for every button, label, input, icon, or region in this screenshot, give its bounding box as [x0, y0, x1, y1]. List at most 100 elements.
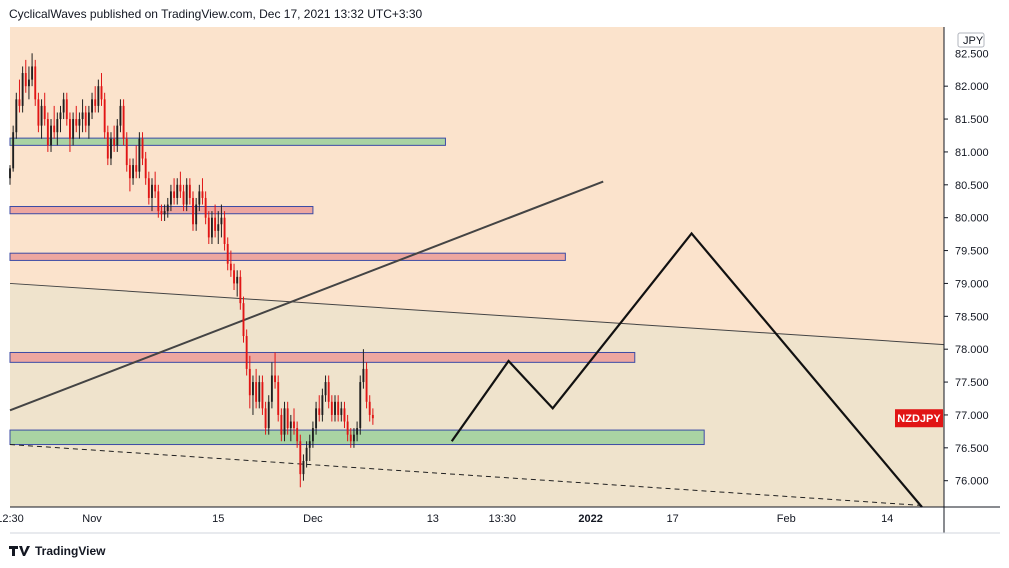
y-tick-label: 81.500: [955, 114, 989, 126]
symbol-badge-label: NZDJPY: [897, 413, 941, 425]
candle: [321, 388, 324, 422]
candle-body: [78, 119, 81, 126]
candle: [289, 414, 292, 442]
candle: [371, 408, 374, 425]
candle-body: [100, 86, 103, 100]
trendline-solid-0: [9, 180, 604, 412]
candle: [53, 105, 56, 139]
candle-body: [223, 217, 226, 244]
candle: [87, 105, 90, 139]
candle: [201, 178, 204, 205]
candle: [173, 178, 176, 205]
candle: [330, 395, 333, 422]
candle: [151, 178, 153, 212]
candle-body: [210, 217, 213, 238]
candle: [125, 132, 128, 172]
zone-red-2: [9, 252, 566, 261]
candle: [132, 158, 135, 185]
candle: [116, 119, 119, 152]
candle-body: [12, 132, 15, 169]
y-tick-label: 80.000: [955, 213, 989, 225]
candle: [315, 401, 318, 435]
candle: [56, 112, 59, 146]
tradingview-logo-icon: [9, 546, 30, 556]
candle: [318, 395, 321, 422]
candle: [226, 237, 229, 271]
candle: [207, 211, 210, 244]
tradingview-branding[interactable]: TradingView: [9, 542, 105, 560]
candle-body: [204, 197, 207, 218]
candle-body: [103, 99, 106, 133]
candle: [12, 125, 15, 172]
candle-body: [261, 382, 264, 409]
candle-body: [252, 382, 254, 396]
candle-body: [87, 112, 90, 126]
candle-body: [334, 401, 336, 415]
candle-body: [324, 382, 327, 396]
candle: [62, 92, 65, 120]
candle-body: [128, 165, 131, 179]
candle: [302, 454, 305, 481]
candle-body: [59, 112, 62, 120]
y-tick-label: 80.500: [955, 180, 989, 192]
candle-body: [34, 66, 37, 100]
candle-body: [81, 112, 84, 120]
x-tick-label: Feb: [777, 513, 796, 525]
candle: [280, 408, 283, 442]
candle: [267, 395, 270, 435]
candle: [340, 401, 343, 422]
candle: [75, 105, 78, 133]
candle: [214, 204, 217, 238]
candle-body: [166, 204, 169, 212]
candle: [229, 250, 232, 277]
candle: [21, 66, 24, 113]
candle: [242, 296, 245, 343]
candle: [154, 171, 157, 198]
candle-body: [179, 184, 182, 192]
candle-body: [147, 178, 150, 198]
candle: [46, 112, 49, 152]
candle: [157, 184, 160, 218]
candle: [356, 421, 359, 442]
x-tick-label: Nov: [82, 513, 102, 525]
candle-body: [337, 401, 340, 415]
candle-body: [122, 105, 125, 139]
candle: [103, 92, 106, 139]
y-tick-label: 76.000: [955, 476, 989, 488]
candle: [24, 59, 27, 93]
candle: [176, 178, 179, 205]
candle: [299, 434, 302, 488]
axes: 82.000 81.500 81.000 80.500 80.000 79.500 79.0…: [0, 27, 1000, 534]
candle-body: [239, 276, 242, 304]
candle: [135, 145, 138, 179]
candle: [169, 184, 172, 212]
candle: [334, 395, 336, 422]
candle: [324, 375, 327, 402]
tradingview-logo-text: TradingView: [35, 544, 106, 558]
candle: [72, 112, 75, 146]
candle: [277, 375, 280, 422]
candle-body: [192, 197, 194, 225]
candle: [43, 92, 46, 126]
candle: [84, 105, 87, 133]
candle: [40, 99, 43, 139]
currency-tag: JPY: [963, 35, 984, 47]
candle: [346, 414, 349, 442]
candle-body: [327, 382, 330, 402]
candle: [223, 211, 226, 251]
candle: [258, 375, 261, 409]
x-tick-label: Dec: [303, 513, 323, 525]
candle: [283, 401, 286, 442]
candle: [343, 401, 346, 429]
candle-body: [274, 375, 277, 383]
candle: [163, 204, 166, 221]
candle-body: [245, 336, 248, 369]
candle-body: [75, 119, 78, 126]
candle-body: [229, 263, 232, 271]
candle-body: [289, 421, 292, 429]
candle-body: [283, 408, 286, 435]
candle: [37, 92, 40, 133]
projection-path: [450, 231, 923, 508]
candle-body: [110, 138, 112, 159]
